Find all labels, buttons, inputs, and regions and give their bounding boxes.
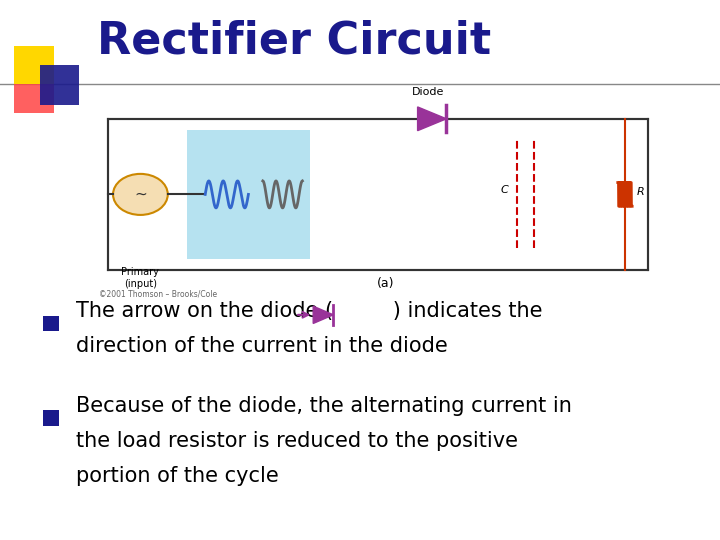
Polygon shape: [313, 306, 333, 323]
Text: direction of the current in the diode: direction of the current in the diode: [76, 336, 447, 356]
Text: The arrow on the diode (         ) indicates the: The arrow on the diode ( ) indicates the: [76, 301, 542, 321]
Bar: [14, 46, 54, 84]
Circle shape: [113, 174, 168, 215]
Text: Primary
(input): Primary (input): [122, 267, 159, 289]
Bar: [108, 119, 648, 270]
Text: Because of the diode, the alternating current in: Because of the diode, the alternating cu…: [76, 396, 572, 416]
Text: ©2001 Thomson – Brooks/Cole: ©2001 Thomson – Brooks/Cole: [99, 290, 217, 299]
Bar: [14, 78, 54, 113]
Polygon shape: [418, 107, 446, 131]
Text: Diode: Diode: [413, 87, 444, 97]
Bar: [40, 65, 79, 105]
Text: ~: ~: [134, 186, 147, 201]
Text: (a): (a): [377, 277, 394, 290]
Bar: [43, 316, 59, 331]
Bar: [187, 130, 310, 259]
Text: the load resistor is reduced to the positive: the load resistor is reduced to the posi…: [76, 431, 518, 451]
Text: Rectifier Circuit: Rectifier Circuit: [97, 19, 491, 62]
Bar: [43, 410, 59, 426]
Text: portion of the cycle: portion of the cycle: [76, 466, 279, 486]
Text: R: R: [637, 187, 645, 197]
Text: C: C: [500, 185, 508, 195]
